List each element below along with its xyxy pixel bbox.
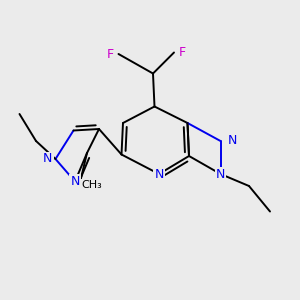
Text: F: F	[178, 46, 186, 59]
Text: N: N	[228, 134, 237, 148]
Text: N: N	[154, 167, 164, 181]
Text: CH₃: CH₃	[81, 179, 102, 190]
Text: N: N	[70, 175, 80, 188]
Text: N: N	[216, 167, 225, 181]
Text: F: F	[107, 47, 114, 61]
Text: N: N	[43, 152, 52, 166]
